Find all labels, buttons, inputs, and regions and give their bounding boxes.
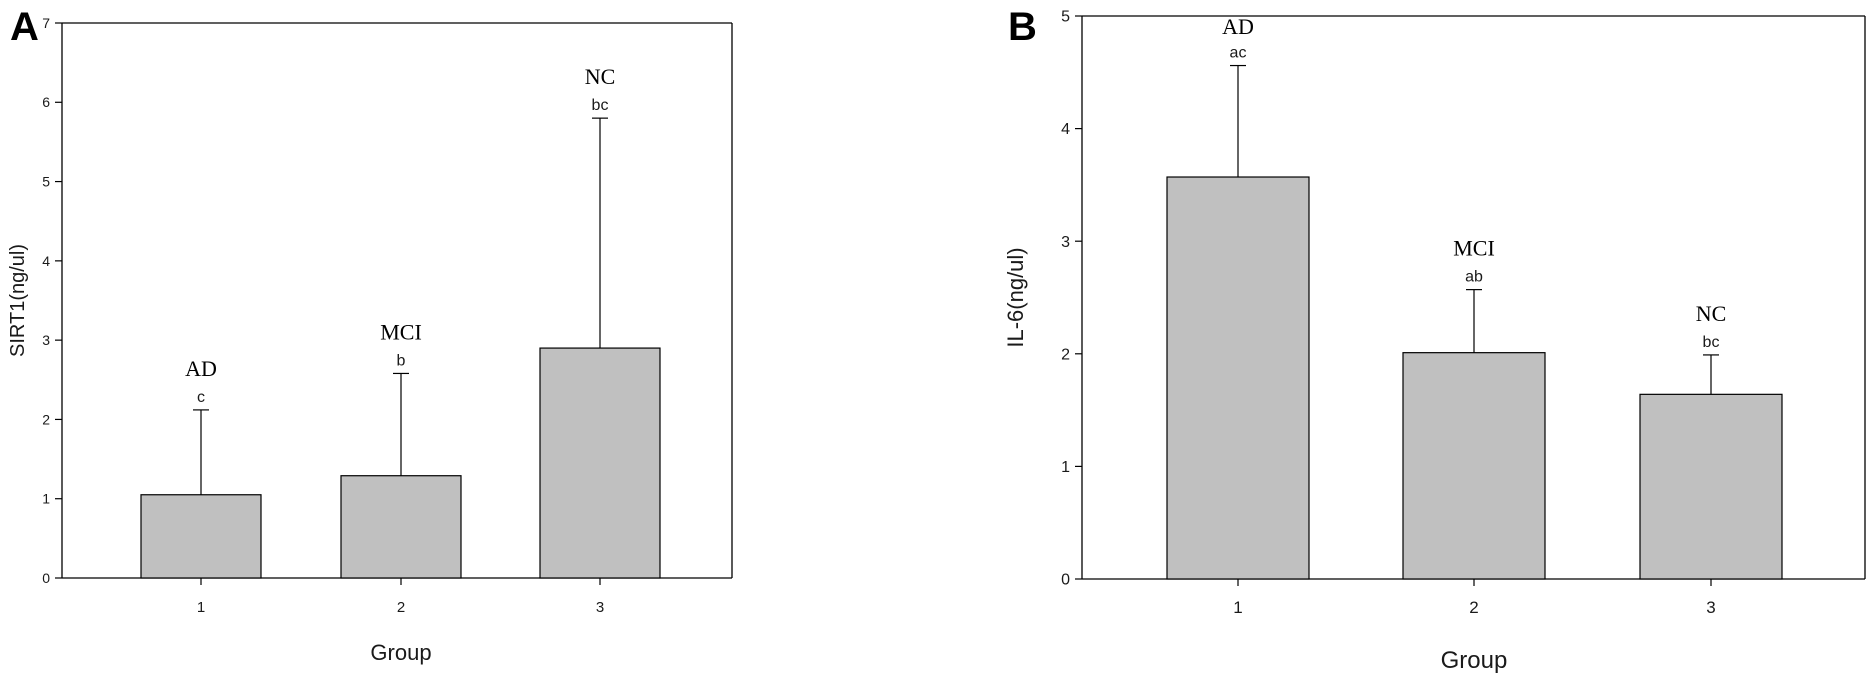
y-tick-label: 7	[42, 15, 50, 31]
y-tick-label: 3	[1061, 234, 1070, 251]
significance-letter: ab	[1465, 269, 1483, 286]
bar	[539, 347, 661, 579]
group-label: NC	[585, 64, 616, 89]
significance-letter: b	[397, 352, 406, 369]
y-tick-label: 5	[1061, 9, 1070, 26]
panel-a: A 0 1 2 3 4 5 6 7 c AD 1 b MCI 2 bc NC 3 Group SIRT1(ng/ul)	[7, 5, 733, 665]
panel-b: B 0 1 2 3 4 5 ac AD 1 ab MCI 2 bc NC 3 Group IL-6(ng/ul)	[1003, 5, 1866, 674]
y-tick-label: 2	[42, 411, 50, 427]
significance-letter: bc	[592, 97, 609, 114]
group-label: NC	[1696, 301, 1727, 326]
y-axis-label: IL-6(ng/ul)	[1003, 247, 1028, 347]
panel-letter: A	[10, 5, 39, 49]
y-tick-label: 2	[1061, 346, 1070, 363]
y-tick-label: 0	[1061, 572, 1070, 589]
y-tick-label: 4	[1061, 121, 1070, 138]
x-tick-label: 1	[1233, 598, 1242, 617]
bar	[1639, 393, 1783, 580]
significance-letter: c	[197, 389, 205, 406]
x-tick-label: 3	[1706, 598, 1715, 617]
bar	[1166, 176, 1310, 580]
group-label: AD	[185, 356, 217, 381]
y-tick-label: 5	[42, 173, 50, 189]
bar	[340, 475, 462, 579]
y-tick-label: 4	[42, 253, 50, 269]
x-axis-label: Group	[370, 640, 431, 665]
bar	[1402, 352, 1546, 580]
panel-letter: B	[1008, 5, 1037, 49]
significance-letter: bc	[1703, 334, 1720, 351]
y-axis-label: SIRT1(ng/ul)	[7, 244, 29, 357]
y-tick-label: 0	[42, 570, 50, 586]
y-tick-label: 1	[1061, 459, 1070, 476]
y-tick-label: 6	[42, 94, 50, 110]
group-label: MCI	[380, 319, 422, 344]
group-label: MCI	[1453, 236, 1495, 261]
y-tick-label: 1	[42, 491, 50, 507]
y-tick-label: 3	[42, 332, 50, 348]
group-label: AD	[1222, 14, 1254, 39]
x-tick-label: 2	[397, 599, 405, 616]
x-tick-label: 3	[596, 599, 604, 616]
x-axis-label: Group	[1441, 647, 1508, 674]
bar	[140, 494, 262, 579]
x-tick-label: 1	[197, 599, 205, 616]
significance-letter: ac	[1230, 45, 1247, 62]
x-tick-label: 2	[1469, 598, 1478, 617]
